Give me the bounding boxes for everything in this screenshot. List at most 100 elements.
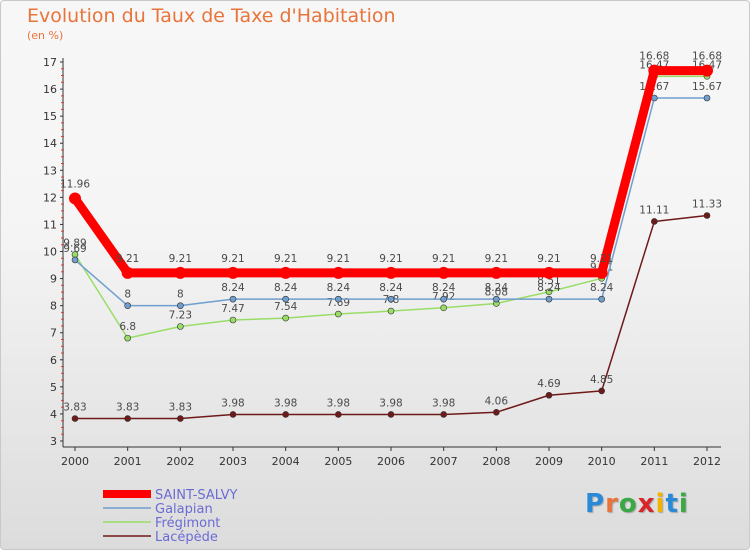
data-label: 11.96 [60, 178, 90, 190]
data-label: 7.47 [221, 303, 244, 315]
data-point [124, 415, 131, 422]
x-tick-label: 2010 [588, 455, 616, 468]
data-point [229, 411, 237, 418]
data-label: 3.98 [274, 397, 297, 409]
series-line [71, 66, 707, 278]
logo-letter: i [678, 489, 689, 519]
x-tick-label: 2007 [430, 455, 458, 468]
data-point [595, 266, 608, 279]
chart-subtitle: (en %) [27, 29, 64, 42]
x-tick-label: 2008 [482, 455, 510, 468]
data-label: 9.21 [221, 253, 244, 265]
data-label: 8.24 [432, 282, 456, 294]
data-point [385, 266, 397, 279]
data-point [227, 266, 239, 279]
data-point [648, 64, 661, 77]
data-point [332, 266, 345, 279]
y-tick-label: 11 [43, 218, 57, 231]
legend-label: SAINT-SALVY [155, 488, 237, 503]
y-tick-label: 7 [50, 327, 57, 340]
data-label: 9.21 [274, 253, 297, 265]
data-point [387, 411, 395, 418]
data-label: 9.69 [63, 243, 86, 255]
data-label: 16.68 [639, 51, 669, 63]
data-label: 8.24 [537, 282, 561, 294]
data-label: 7.69 [327, 297, 350, 309]
logo-letter: i [655, 489, 666, 519]
data-point [490, 266, 503, 279]
data-label: 8.24 [274, 282, 298, 294]
data-label: 8.24 [327, 282, 351, 294]
data-label: 7.54 [274, 301, 298, 313]
data-point [124, 302, 131, 309]
logo-letter: x [637, 489, 656, 519]
y-tick-label: 5 [50, 381, 57, 394]
data-point [387, 307, 395, 315]
data-label: 4.06 [485, 395, 509, 407]
data-point [71, 415, 79, 422]
logo-letter: r [605, 489, 619, 519]
data-label: 8.24 [485, 282, 509, 294]
x-tick-label: 2011 [640, 455, 668, 468]
x-tick-label: 2001 [114, 455, 142, 468]
data-label: 8.51 [537, 275, 560, 287]
x-tick-label: 2003 [219, 455, 247, 468]
data-label: 4.85 [590, 374, 613, 386]
data-point [282, 314, 289, 322]
legend-label: Lacépède [155, 530, 218, 545]
data-point [703, 212, 711, 219]
data-label: 3.83 [116, 402, 139, 414]
data-point [282, 295, 289, 303]
data-point [121, 266, 134, 279]
data-point [69, 192, 81, 205]
data-point [598, 387, 605, 395]
data-point [177, 302, 184, 309]
data-label: 9.21 [169, 253, 192, 265]
data-point [493, 409, 500, 416]
y-tick-label: 9 [50, 273, 57, 286]
y-tick-label: 16 [43, 83, 57, 96]
y-tick-label: 15 [43, 110, 57, 123]
data-label: 11.11 [639, 204, 669, 216]
data-label: 9.21 [432, 253, 455, 265]
data-point [701, 64, 713, 77]
data-point [335, 411, 342, 418]
data-point [71, 256, 79, 264]
data-point [440, 411, 447, 418]
data-point [174, 266, 187, 279]
data-point [440, 304, 447, 312]
data-point [335, 310, 342, 318]
data-label: 7.23 [169, 309, 192, 321]
data-point [282, 411, 289, 418]
data-point [545, 391, 553, 399]
data-label: 9.21 [379, 253, 402, 265]
x-tick-label: 2002 [166, 455, 194, 468]
data-label: 8.08 [485, 286, 508, 298]
y-tick-label: 4 [50, 408, 57, 421]
legend-label: Frégimont [155, 516, 220, 531]
data-label: 9.21 [327, 253, 350, 265]
data-label: 9.21 [537, 253, 560, 265]
x-tick-label: 2009 [535, 455, 563, 468]
y-tick-label: 10 [43, 246, 57, 259]
data-label: 3.83 [169, 402, 192, 414]
y-tick-label: 14 [43, 137, 57, 150]
y-tick-label: 12 [43, 191, 57, 204]
data-point [279, 266, 292, 279]
data-point [177, 323, 184, 330]
data-point [177, 415, 184, 422]
chart-title: Evolution du Taux de Taxe d'Habitation [27, 5, 396, 27]
data-label: 6.8 [119, 321, 136, 333]
x-tick-label: 2004 [272, 455, 300, 468]
data-label: 9.21 [590, 253, 613, 265]
data-point [124, 334, 131, 342]
data-point [440, 295, 447, 303]
data-point [387, 295, 395, 303]
data-label: 3.98 [221, 397, 244, 409]
x-tick-label: 2006 [377, 455, 405, 468]
data-label: 11.33 [692, 198, 722, 210]
y-tick-label: 8 [50, 300, 57, 313]
x-tick-label: 2000 [61, 455, 89, 468]
